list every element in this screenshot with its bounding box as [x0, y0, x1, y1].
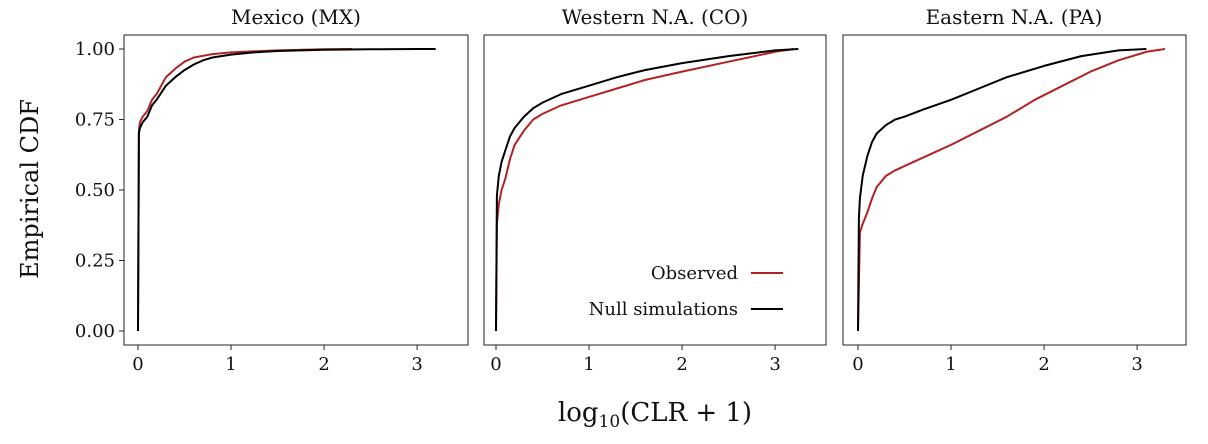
plot-frame — [483, 34, 827, 346]
x-axis-label-rest: (CLR + 1) — [620, 398, 752, 428]
panel-0: Mexico (MX) 0 1 2 3 0.00 0.25 0.50 0.75 1.00 — [75, 5, 469, 375]
x-axis-label: log10(CLR + 1) — [558, 398, 752, 432]
legend: Observed Null simulations — [589, 263, 783, 320]
panel-2: Eastern N.A. (PA) 0 1 2 3 — [842, 5, 1187, 375]
legend-label-observed: Observed — [651, 263, 738, 284]
x-tick-label: 3 — [1131, 354, 1142, 375]
series-line-observed — [857, 48, 1166, 332]
panel-title: Mexico (MX) — [231, 5, 361, 29]
x-tick-label: 3 — [411, 354, 422, 375]
y-tick-label: 0.75 — [75, 110, 115, 131]
series-line-null-simulations — [137, 48, 436, 332]
panel-title: Eastern N.A. (PA) — [926, 5, 1103, 29]
x-tick-label: 3 — [769, 354, 780, 375]
series-line-observed — [137, 48, 353, 332]
panel-title: Western N.A. (CO) — [562, 5, 749, 29]
y-tick-label: 1.00 — [75, 39, 115, 60]
x-tick-label: 1 — [583, 354, 594, 375]
x-tick-label: 2 — [318, 354, 329, 375]
series-line-null-simulations — [857, 48, 1147, 332]
x-tick-label: 0 — [490, 354, 501, 375]
x-tick-label: 0 — [132, 354, 143, 375]
series-line-null-simulations — [495, 48, 799, 332]
x-tick-label: 0 — [852, 354, 863, 375]
x-tick-label: 1 — [945, 354, 956, 375]
y-tick-label: 0.50 — [75, 180, 115, 201]
plot-frame — [123, 34, 469, 346]
x-tick-label: 1 — [225, 354, 236, 375]
x-axis-label-sub: 10 — [599, 412, 621, 432]
series-line-observed — [495, 48, 794, 332]
x-tick-label: 2 — [1038, 354, 1049, 375]
y-tick-label: 0.00 — [75, 321, 115, 342]
legend-label-null: Null simulations — [589, 299, 738, 320]
x-tick-label: 2 — [676, 354, 687, 375]
panel-1: Western N.A. (CO) 0 1 2 3 — [483, 5, 827, 375]
y-axis-label: Empirical CDF — [16, 99, 44, 279]
x-axis-label-main: log — [558, 398, 599, 428]
y-tick-label: 0.25 — [75, 251, 115, 272]
plot-frame — [842, 34, 1187, 346]
